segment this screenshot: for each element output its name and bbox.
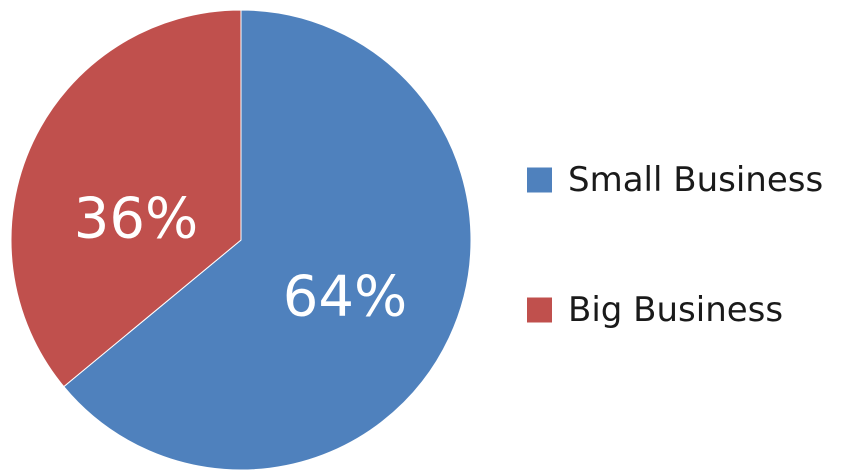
legend-label-big-business: Big Business (568, 290, 783, 330)
pie-data-labels: 64% 36% (74, 187, 407, 330)
data-label-small-business: 64% (283, 265, 407, 330)
pie-slice-big-business (10, 9, 242, 388)
pie-slices (10, 9, 472, 471)
legend: Small Business Big Business (527, 160, 823, 330)
data-label-big-business: 36% (74, 187, 198, 252)
pie-slice-small-business (63, 9, 472, 471)
legend-swatch-big-business (527, 297, 552, 323)
legend-swatch-small-business (527, 167, 552, 193)
legend-label-small-business: Small Business (568, 160, 823, 200)
